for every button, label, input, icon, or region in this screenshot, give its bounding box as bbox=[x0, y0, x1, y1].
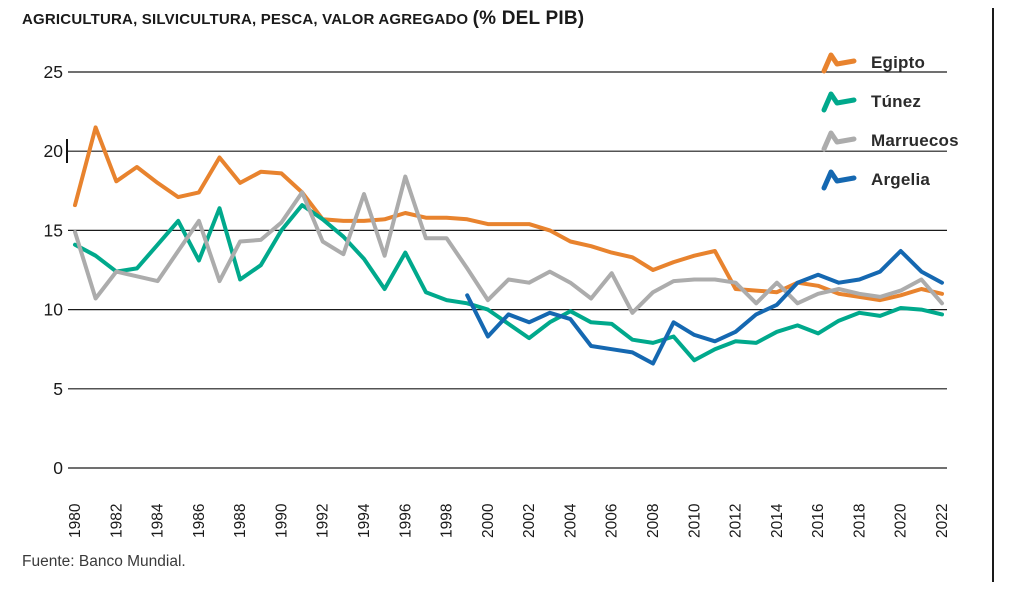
x-tick-label: 2006 bbox=[604, 504, 621, 538]
y-tick-label: 25 bbox=[44, 62, 63, 82]
legend-label-marruecos: Marruecos bbox=[871, 131, 959, 150]
right-border-rule bbox=[992, 8, 994, 582]
x-tick-label: 2018 bbox=[851, 504, 868, 538]
legend-mark-path bbox=[821, 130, 857, 152]
x-tick-label: 2020 bbox=[893, 503, 910, 538]
x-tick-label: 1998 bbox=[439, 504, 456, 538]
x-tick-label: 1992 bbox=[315, 504, 332, 538]
legend-item-tunez: Túnez bbox=[820, 89, 959, 115]
legend: Egipto Túnez Marruecos Argelia bbox=[820, 50, 959, 206]
x-tick-label: 1994 bbox=[356, 503, 373, 538]
chart-title: AGRICULTURA, SILVICULTURA, PESCA, VALOR … bbox=[22, 6, 584, 33]
legend-line-mark-icon bbox=[821, 169, 857, 191]
x-tick-label: 1996 bbox=[397, 504, 414, 538]
legend-mark-path bbox=[821, 91, 857, 113]
x-tick-label: 1980 bbox=[67, 503, 84, 538]
x-tick-label: 2014 bbox=[769, 503, 786, 538]
legend-label-egipto: Egipto bbox=[871, 53, 926, 72]
x-tick-label: 2010 bbox=[686, 503, 703, 538]
y-tick-label: 5 bbox=[53, 379, 63, 399]
x-tick-label: 1990 bbox=[273, 503, 290, 538]
legend-item-egipto: Egipto bbox=[820, 50, 959, 76]
x-tick-label: 2022 bbox=[934, 504, 951, 538]
y-tick-label: 10 bbox=[44, 300, 64, 320]
x-tick-label: 2004 bbox=[562, 503, 579, 538]
legend-mark-path bbox=[821, 52, 857, 74]
x-tick-label: 1984 bbox=[150, 503, 167, 538]
legend-label-argelia: Argelia bbox=[871, 170, 931, 189]
chart-title-unit: (% DEL PIB) bbox=[472, 8, 585, 29]
x-tick-label: 2008 bbox=[645, 504, 662, 538]
y-tick-label: 15 bbox=[44, 220, 63, 240]
text-cursor-artifact bbox=[66, 139, 68, 163]
legend-item-marruecos: Marruecos bbox=[820, 128, 959, 154]
x-tick-label: 1982 bbox=[108, 504, 125, 538]
series-tunez bbox=[73, 203, 944, 363]
x-tick-label: 1986 bbox=[191, 504, 208, 538]
x-tick-label: 2012 bbox=[728, 504, 745, 538]
chart-title-main: AGRICULTURA, SILVICULTURA, PESCA, VALOR … bbox=[22, 11, 469, 28]
legend-label-tunez: Túnez bbox=[871, 92, 922, 111]
y-tick-label: 0 bbox=[53, 458, 63, 478]
x-tick-label: 2000 bbox=[480, 503, 497, 538]
legend-line-mark-icon bbox=[821, 91, 857, 113]
legend-mark-path bbox=[821, 169, 857, 191]
series-egipto bbox=[73, 125, 944, 303]
legend-item-argelia: Argelia bbox=[820, 167, 959, 193]
legend-line-mark-icon bbox=[821, 130, 857, 152]
x-tick-label: 1988 bbox=[232, 504, 249, 538]
legend-line-mark-icon bbox=[821, 52, 857, 74]
source-note: Fuente: Banco Mundial. bbox=[22, 553, 186, 570]
series-marruecos bbox=[73, 174, 944, 315]
y-tick-label: 20 bbox=[44, 141, 64, 161]
x-tick-label: 2002 bbox=[521, 504, 538, 538]
x-tick-label: 2016 bbox=[810, 504, 827, 538]
series-argelia bbox=[465, 249, 944, 366]
